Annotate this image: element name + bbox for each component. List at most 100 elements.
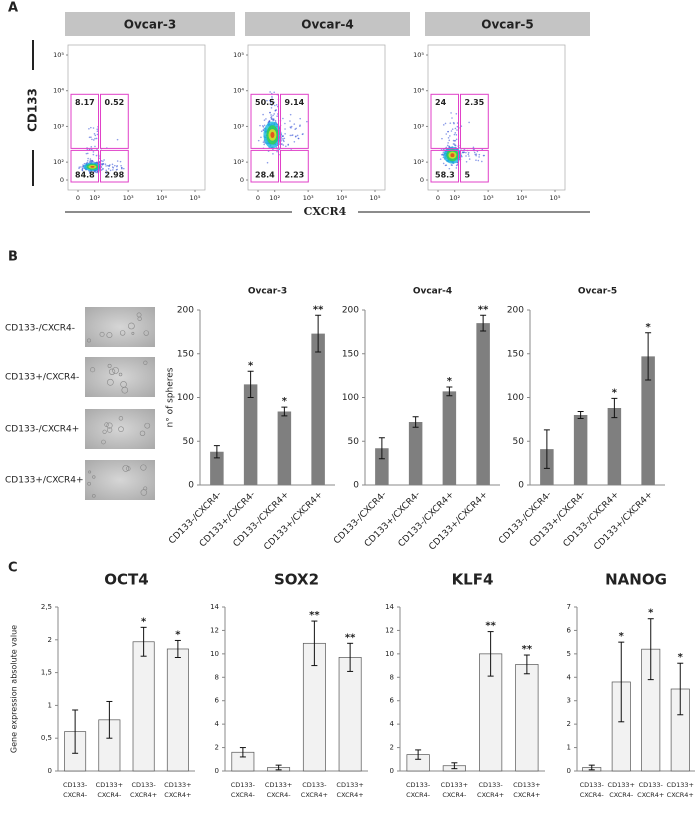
panel-header bbox=[65, 12, 235, 36]
x-tick-label: CXCR4+ bbox=[301, 791, 328, 799]
x-tick-label: CXCR4- bbox=[406, 791, 431, 799]
event-dot bbox=[442, 124, 445, 126]
x-tick-label: 0 bbox=[436, 194, 440, 202]
density-core bbox=[450, 153, 455, 158]
bar bbox=[515, 664, 539, 772]
event-dot bbox=[272, 153, 274, 155]
error-bar bbox=[543, 429, 550, 469]
event-dot bbox=[266, 161, 269, 164]
error-bar bbox=[487, 631, 494, 677]
y-axis-label: n° of spheres bbox=[166, 367, 176, 427]
significance: ** bbox=[313, 304, 324, 315]
speckle bbox=[92, 494, 96, 498]
chart-title: Ovcar-5 bbox=[481, 18, 533, 32]
x-tick-label: CXCR4+ bbox=[130, 791, 157, 799]
event-dot bbox=[448, 139, 451, 142]
x-tick-label: CXCR4+ bbox=[164, 791, 191, 799]
event-dot bbox=[450, 112, 452, 114]
event-dot bbox=[446, 144, 449, 147]
x-tick-label: CXCR4- bbox=[609, 791, 634, 799]
event-dot bbox=[450, 130, 453, 132]
y-tick-label: 6 bbox=[215, 697, 220, 705]
error-bar bbox=[415, 749, 422, 760]
event-dot bbox=[275, 103, 278, 106]
event-dot bbox=[105, 172, 108, 174]
y-tick-label: 0 bbox=[188, 481, 194, 491]
event-dot bbox=[91, 138, 93, 141]
y-tick-label: 0 bbox=[60, 176, 64, 184]
event-dot bbox=[456, 163, 459, 166]
event-dot bbox=[82, 164, 84, 166]
chart-title: KLF4 bbox=[452, 571, 494, 589]
micrograph bbox=[85, 409, 155, 449]
event-dot bbox=[476, 150, 479, 153]
event-dot bbox=[90, 136, 92, 139]
y-tick-label: 0 bbox=[567, 767, 571, 775]
bar bbox=[442, 391, 457, 485]
speckle bbox=[112, 367, 119, 374]
event-dot bbox=[95, 154, 98, 157]
event-dot bbox=[78, 167, 80, 170]
x-tick-label: CD133+/CXCR4+ bbox=[592, 490, 655, 553]
density-core bbox=[270, 131, 275, 138]
x-tick-label: CD133+ bbox=[164, 781, 191, 789]
x-tick-label: CD133+ bbox=[608, 781, 635, 789]
event-dot bbox=[121, 166, 123, 169]
event-dot bbox=[456, 122, 459, 124]
event-dot bbox=[461, 151, 464, 154]
chart-title: NANOG bbox=[605, 571, 667, 589]
event-dot bbox=[284, 128, 286, 130]
x-tick-label: 10⁵ bbox=[370, 194, 381, 202]
density-core bbox=[90, 165, 95, 168]
y-tick-label: 10⁵ bbox=[233, 51, 244, 59]
event-dot bbox=[451, 128, 454, 130]
event-dot bbox=[447, 142, 449, 144]
y-tick-label: 200 bbox=[507, 306, 524, 316]
event-dot bbox=[119, 160, 122, 163]
x-tick-label: CD133- bbox=[639, 781, 664, 789]
event-dot bbox=[284, 122, 286, 125]
event-dot bbox=[465, 151, 467, 154]
event-dot bbox=[260, 130, 263, 133]
x-tick-label: CD133- bbox=[406, 781, 431, 789]
y-tick-label: 10² bbox=[233, 158, 244, 166]
error-bar bbox=[412, 416, 419, 428]
event-dot bbox=[92, 139, 95, 141]
event-dot bbox=[269, 102, 272, 104]
significance: * bbox=[646, 322, 652, 333]
significance: * bbox=[141, 616, 147, 627]
significance: * bbox=[612, 387, 618, 398]
chart-title: OCT4 bbox=[104, 571, 148, 589]
y-tick-label: 10² bbox=[53, 158, 64, 166]
event-dot bbox=[100, 159, 103, 162]
quadrant-gate bbox=[280, 93, 309, 149]
micrograph bbox=[85, 307, 155, 347]
plot-frame bbox=[427, 44, 566, 191]
x-tick-label: 10⁵ bbox=[550, 194, 561, 202]
speckle bbox=[106, 422, 113, 429]
x-tick-label: CD133+ bbox=[513, 781, 540, 789]
y-tick-label: 8 bbox=[390, 673, 394, 681]
event-dot bbox=[107, 168, 110, 170]
event-dot bbox=[293, 141, 296, 143]
event-dot bbox=[271, 97, 273, 99]
event-dot bbox=[299, 124, 301, 127]
event-dot bbox=[272, 114, 274, 117]
significance: * bbox=[248, 360, 254, 371]
event-dot bbox=[475, 154, 477, 157]
speckle bbox=[118, 426, 124, 432]
chart-title: Ovcar-5 bbox=[578, 287, 617, 297]
speckle bbox=[99, 331, 105, 337]
event-dot bbox=[268, 120, 270, 123]
x-tick-label: 10² bbox=[89, 194, 100, 202]
error-bar bbox=[577, 411, 584, 419]
event-dot bbox=[262, 113, 264, 116]
event-dot bbox=[86, 159, 89, 162]
y-tick-label: 150 bbox=[177, 349, 194, 359]
event-dot bbox=[448, 145, 450, 148]
x-tick-label: CXCR4- bbox=[580, 791, 605, 799]
event-dot bbox=[306, 120, 308, 123]
significance: * bbox=[282, 396, 288, 407]
row-label: CD133+/CXCR4+ bbox=[5, 476, 84, 486]
event-dot bbox=[282, 144, 285, 146]
